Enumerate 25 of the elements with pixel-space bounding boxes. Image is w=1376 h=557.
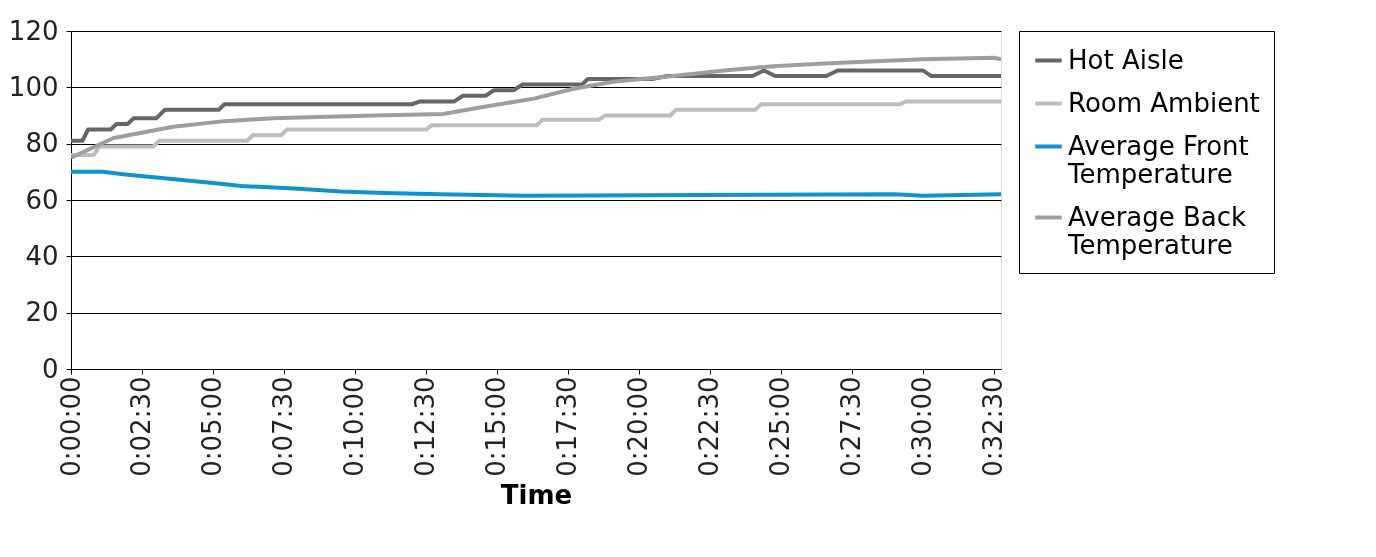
legend-label: Hot Aisle xyxy=(1068,44,1184,75)
y-tick-label: 100 xyxy=(8,71,59,102)
x-tick-label: 0:17:30 xyxy=(552,376,583,477)
x-axis-title: Time xyxy=(500,479,573,510)
y-tick-label: 60 xyxy=(25,184,59,215)
y-tick-label: 20 xyxy=(25,297,59,328)
line-series xyxy=(71,169,1001,198)
x-tick-label: 0:22:30 xyxy=(694,376,725,477)
x-tick-label: 0:10:00 xyxy=(339,376,370,477)
x-tick-label: 0:32:30 xyxy=(978,376,1009,477)
x-tick-label: 0:30:00 xyxy=(907,376,938,477)
x-tick-label: 0:12:30 xyxy=(410,376,441,477)
y-tick-label: 40 xyxy=(25,240,59,271)
x-tick-label: 0:15:00 xyxy=(481,376,512,477)
legend-label: Average Front Temperature xyxy=(1067,130,1249,189)
x-tick-label: 0:05:00 xyxy=(197,376,228,477)
x-tick-label: 0:20:00 xyxy=(623,376,654,477)
legend-label: Average Back Temperature xyxy=(1067,201,1247,260)
x-tick-label: 0:27:30 xyxy=(836,376,867,477)
x-tick-label: 0:07:30 xyxy=(268,376,299,477)
legend-label: Room Ambient xyxy=(1068,87,1260,118)
x-tick-label: 0:25:00 xyxy=(765,376,796,477)
y-tick-label: 120 xyxy=(8,15,59,46)
y-tick-label: 80 xyxy=(25,128,59,159)
x-tick-label: 0:02:30 xyxy=(126,376,157,477)
